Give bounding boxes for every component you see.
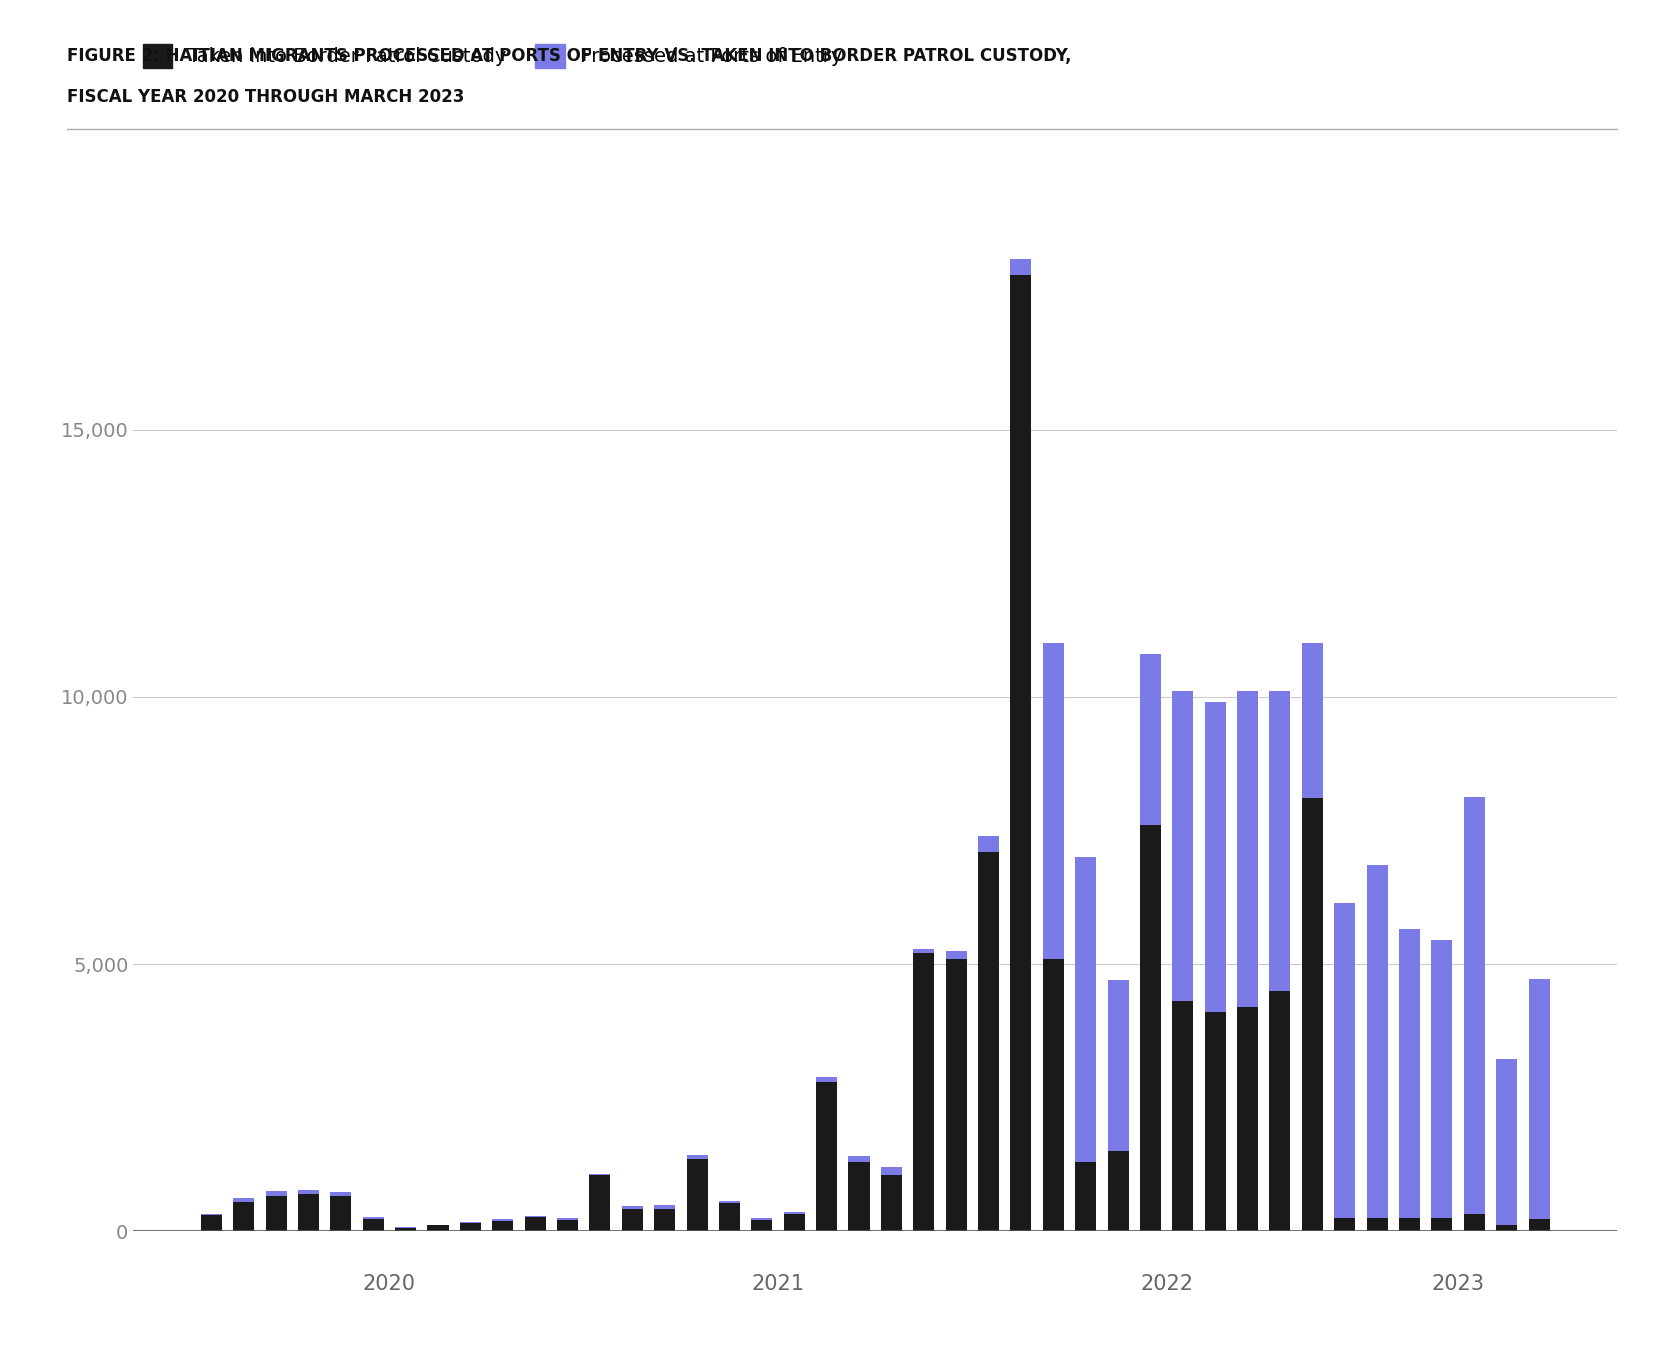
Bar [914,948,934,954]
Bar [1432,1218,1452,1231]
Bar [945,951,967,959]
Bar [1399,930,1420,1218]
Bar [1399,1218,1420,1231]
Bar [1237,691,1259,1007]
Text: 2023: 2023 [1432,1275,1485,1293]
Bar [979,836,999,852]
Bar [1464,1214,1485,1231]
Bar [817,1077,837,1081]
Text: FISCAL YEAR 2020 THROUGH MARCH 2023: FISCAL YEAR 2020 THROUGH MARCH 2023 [67,88,463,106]
Bar [752,1220,772,1231]
Bar [817,1081,837,1231]
Bar [1529,980,1550,1219]
Bar [1270,691,1290,990]
Bar [1302,643,1324,798]
Bar [1495,1224,1517,1231]
Text: 2020: 2020 [363,1275,417,1293]
Bar [718,1201,740,1203]
Bar [880,1176,902,1231]
Bar [1140,825,1160,1231]
Bar [622,1208,643,1231]
Bar [1075,858,1097,1162]
Bar [1495,1059,1517,1224]
Bar [525,1216,545,1218]
Bar [492,1220,513,1231]
Bar [979,852,999,1231]
Bar [880,1168,902,1176]
Bar [718,1203,740,1231]
Bar [427,1226,448,1231]
Bar [653,1208,675,1231]
Bar [590,1176,610,1231]
Bar [945,959,967,1231]
Bar [1205,702,1225,1012]
Bar [1010,258,1032,275]
Bar [1334,1218,1355,1231]
Bar [1205,1012,1225,1231]
Bar [298,1189,318,1193]
Bar [460,1223,480,1231]
Bar [363,1218,383,1219]
Bar [590,1173,610,1176]
Bar [1044,959,1064,1231]
Bar [265,1191,287,1196]
Bar [1010,275,1032,1231]
Bar [557,1220,578,1231]
Bar [1172,1001,1194,1231]
Bar [1237,1007,1259,1231]
Text: 2022: 2022 [1140,1275,1194,1293]
Bar [1432,940,1452,1218]
Bar [783,1212,805,1214]
Bar [687,1160,707,1231]
Bar [363,1219,383,1231]
Bar [330,1196,352,1231]
Bar [525,1218,545,1231]
Bar [752,1218,772,1220]
Text: FIGURE 2: HAITIAN MIGRANTS PROCESSED AT PORTS OF ENTRY VS. TAKEN INTO BORDER PAT: FIGURE 2: HAITIAN MIGRANTS PROCESSED AT … [67,47,1072,65]
Bar [653,1204,675,1208]
Bar [622,1206,643,1208]
Bar [233,1197,255,1201]
Bar [1172,691,1194,1001]
Bar [1464,797,1485,1214]
Bar [1270,990,1290,1231]
Bar [1107,980,1129,1151]
Bar [1302,798,1324,1231]
Text: 2021: 2021 [752,1275,805,1293]
Bar [1075,1162,1097,1231]
Bar [265,1196,287,1231]
Bar [1140,653,1160,825]
Bar [1107,1151,1129,1231]
Bar [783,1214,805,1231]
Bar [914,954,934,1231]
Bar [557,1219,578,1220]
Bar [1529,1219,1550,1231]
Bar [1044,643,1064,959]
Bar [687,1155,707,1160]
Bar [1367,1218,1387,1231]
Bar [1334,902,1355,1218]
Bar [200,1214,222,1215]
Bar [200,1215,222,1231]
Legend: Taken into Border Patrol Custody, Processed at Ports of Entry: Taken into Border Patrol Custody, Proces… [143,43,842,68]
Bar [233,1201,255,1231]
Bar [330,1192,352,1196]
Bar [849,1157,870,1162]
Bar [298,1193,318,1231]
Bar [395,1229,417,1231]
Bar [849,1162,870,1231]
Bar [1367,865,1387,1218]
